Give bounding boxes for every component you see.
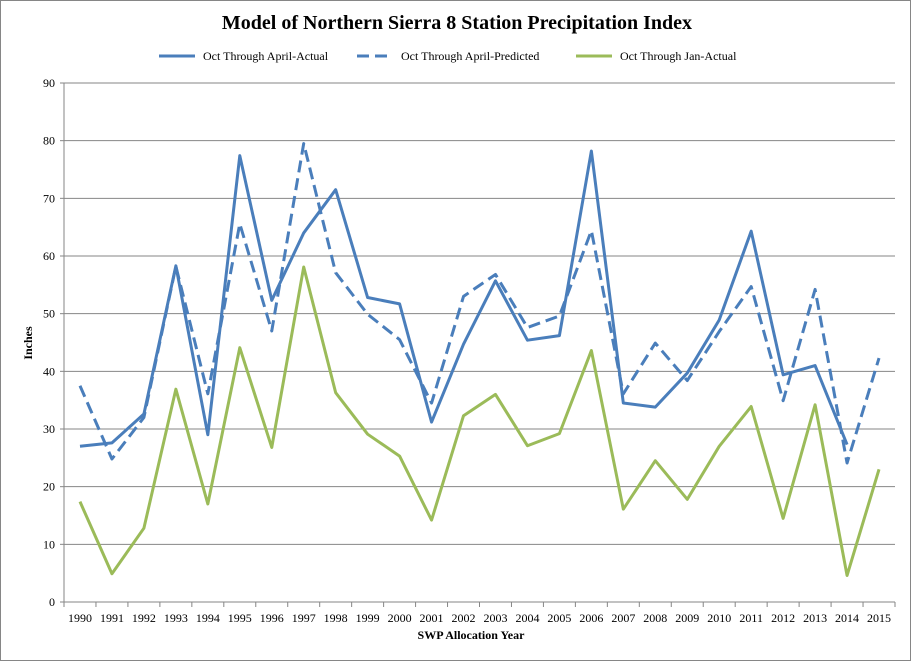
y-tick-label: 30 [43,422,55,436]
x-tick-label: 2003 [483,611,507,625]
axes [60,82,896,607]
series-line-2 [78,142,881,465]
x-tick-label: 2004 [515,611,539,625]
series-line-3 [78,265,881,577]
legend-label-2: Oct Through April-Predicted [401,49,539,63]
x-tick-label: 1990 [68,611,92,625]
x-tick-label: 1995 [228,611,252,625]
x-tick-label: 2005 [547,611,571,625]
tick-labels: 0 10 20 30 40 50 60 70 80 90 1990 1991 1992 1993 1994 1… [43,76,891,625]
x-tick-label: 1993 [164,611,188,625]
legend-label-1: Oct Through April-Actual [203,49,329,63]
x-tick-label: 2007 [611,611,635,625]
x-tick-label: 2012 [771,611,795,625]
x-tick-label: 2001 [420,611,444,625]
series-layer [78,142,881,577]
series-line-1 [79,149,849,448]
x-tick-label: 1994 [196,611,220,625]
y-tick-label: 10 [43,537,55,551]
x-tick-label: 2000 [388,611,412,625]
x-tick-label: 2008 [643,611,667,625]
y-tick-label: 60 [43,249,55,263]
x-tick-label: 1998 [324,611,348,625]
y-tick-label: 90 [43,76,55,90]
x-tick-label: 1996 [260,611,284,625]
chart-title: Model of Northern Sierra 8 Station Preci… [222,12,692,34]
x-tick-label: 2010 [707,611,731,625]
x-tick-label: 2006 [579,611,603,625]
y-tick-label: 70 [43,191,55,205]
legend: Oct Through April-Actual Oct Through Apri… [159,49,737,63]
y-axis-title: Inches [21,326,35,360]
x-tick-label: 2009 [675,611,699,625]
y-tick-label: 80 [43,134,55,148]
x-tick-label: 2013 [803,611,827,625]
x-tick-label: 1999 [356,611,380,625]
x-axis-title: SWP Allocation Year [418,628,526,642]
y-tick-label: 40 [43,364,55,378]
x-tick-label: 2002 [452,611,476,625]
legend-label-3: Oct Through Jan-Actual [620,49,737,63]
x-tick-label: 1997 [292,611,316,625]
x-tick-label: 1992 [132,611,156,625]
x-tick-label: 2014 [835,611,859,625]
y-tick-label: 50 [43,307,55,321]
y-tick-label: 0 [49,595,55,609]
x-tick-label: 2015 [867,611,891,625]
x-tick-label: 1991 [100,611,124,625]
y-tick-label: 20 [43,480,55,494]
gridlines [64,82,895,545]
x-tick-label: 2011 [739,611,763,625]
